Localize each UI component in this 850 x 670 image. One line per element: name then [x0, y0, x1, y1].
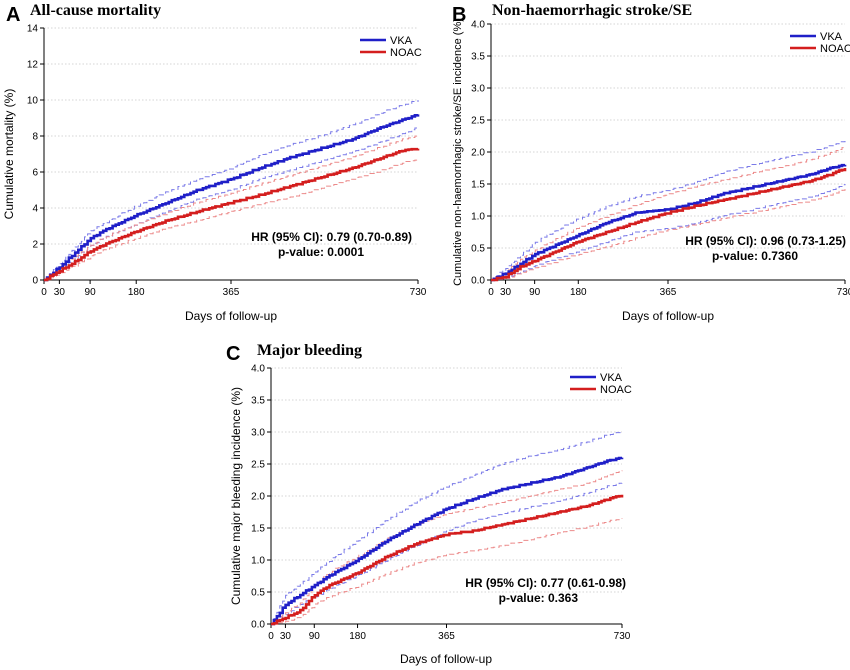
series-line-vka	[491, 163, 847, 282]
y-tick-label: 2.0	[251, 492, 265, 503]
y-tick-label: 3.5	[251, 396, 265, 407]
legend-label: VKA	[600, 372, 623, 384]
noac-ci-lower	[271, 518, 623, 625]
legend-label: NOAC	[600, 384, 632, 396]
x-tick-label: 30	[280, 631, 292, 642]
p-value-text: p-value: 0.7360	[712, 249, 798, 263]
y-tick-label: 14	[27, 24, 39, 35]
legend-label: NOAC	[820, 43, 850, 55]
y-tick-label: 0.5	[471, 244, 485, 255]
x-axis-label: Days of follow-up	[622, 309, 714, 323]
y-axis-label: Cumulative mortality (%)	[2, 89, 16, 220]
y-axis-label: Cumulative non-haemorrhagic stroke/SE in…	[452, 18, 464, 286]
x-tick-label: 730	[410, 287, 427, 298]
plot-area: 0.0 0.5 1.0 1.5 2.0 2.5 3.0 3.5 4.0 0 30 90 180 365 73…	[251, 364, 632, 643]
x-axis-label: Days of follow-up	[400, 652, 492, 666]
y-axis-label: Cumulative major bleeding incidence (%)	[229, 387, 243, 605]
x-tick-label: 180	[570, 287, 587, 298]
vka-ci-upper	[271, 432, 623, 625]
x-tick-label: 365	[660, 287, 677, 298]
y-tick-label: 1.5	[471, 180, 485, 191]
series-line-noac	[491, 168, 847, 282]
x-tick-label: 90	[529, 287, 541, 298]
x-tick-label: 730	[837, 287, 850, 298]
y-tick-label: 0.0	[471, 276, 485, 287]
x-tick-label: 30	[500, 287, 512, 298]
y-tick-label: 0	[32, 276, 38, 287]
series-line-noac	[271, 494, 624, 626]
plot-area: 0.0 0.5 1.0 1.5 2.0 2.5 3.0 3.5 4.0 0 30 90 180 365 73…	[471, 20, 850, 299]
x-tick-label: 0	[488, 287, 494, 298]
panel-letter: C	[226, 343, 240, 365]
x-tick-label: 90	[309, 631, 321, 642]
x-tick-label: 180	[128, 287, 145, 298]
y-tick-label: 1.0	[471, 212, 485, 223]
vka-ci-lower	[491, 184, 846, 281]
noac-ci-upper	[271, 470, 623, 625]
chart-title: Non-haemorrhagic stroke/SE	[492, 2, 692, 19]
x-axis-label: Days of follow-up	[185, 309, 277, 323]
x-tick-label: 730	[614, 631, 631, 642]
legend-label: VKA	[390, 35, 413, 47]
x-tick-label: 0	[41, 287, 47, 298]
y-tick-label: 3.0	[251, 428, 265, 439]
series-line-noac	[44, 147, 420, 282]
panel-c: C Major bleeding 0.0 0.5 1.0 1.5 2.0 2.5 3.0 3.…	[226, 342, 632, 666]
y-tick-label: 1.5	[251, 524, 265, 535]
y-tick-label: 2.5	[471, 116, 485, 127]
legend-label: NOAC	[390, 47, 422, 59]
y-tick-label: 8	[32, 132, 38, 143]
y-tick-label: 0.5	[251, 588, 265, 599]
x-tick-label: 365	[223, 287, 240, 298]
x-tick-label: 180	[349, 631, 366, 642]
noac-ci-upper	[491, 146, 846, 281]
y-tick-label: 3.0	[471, 84, 485, 95]
y-tick-label: 2.0	[471, 148, 485, 159]
y-tick-label: 4.0	[251, 364, 265, 375]
chart-title: All-cause mortality	[30, 2, 161, 19]
noac-ci-upper	[44, 135, 419, 281]
y-tick-label: 6	[32, 168, 38, 179]
x-tick-label: 0	[268, 631, 274, 642]
y-tick-label: 2	[32, 240, 38, 251]
y-tick-label: 3.5	[471, 52, 485, 63]
hazard-ratio-text: HR (95% CI): 0.77 (0.61-0.98)	[465, 576, 626, 590]
chart-title: Major bleeding	[257, 342, 362, 359]
noac-ci-lower	[491, 189, 846, 281]
vka-ci-lower	[44, 127, 419, 281]
panel-letter: A	[6, 4, 20, 26]
x-tick-label: 365	[438, 631, 455, 642]
y-tick-label: 12	[27, 60, 39, 71]
vka-ci-upper	[491, 140, 846, 281]
y-tick-label: 4.0	[471, 20, 485, 31]
y-tick-label: 1.0	[251, 556, 265, 567]
legend-label: VKA	[820, 31, 843, 43]
y-tick-label: 2.5	[251, 460, 265, 471]
p-value-text: p-value: 0.363	[499, 591, 579, 605]
y-tick-label: 0.0	[251, 620, 265, 631]
series-line-vka	[44, 114, 420, 282]
y-tick-label: 10	[27, 96, 39, 107]
panel-a: A All-cause mortality 0 2 4 6 8 10 12 14 0 30 90 18…	[2, 2, 427, 323]
series-line-vka	[271, 456, 624, 626]
y-tick-label: 4	[32, 204, 38, 215]
noac-ci-lower	[44, 159, 419, 281]
x-tick-label: 30	[54, 287, 66, 298]
p-value-text: p-value: 0.0001	[278, 245, 364, 259]
panel-b: B Non-haemorrhagic stroke/SE 0.0 0.5 1.0 1.…	[452, 2, 850, 323]
hazard-ratio-text: HR (95% CI): 0.79 (0.70-0.89)	[251, 230, 412, 244]
vka-ci-upper	[44, 100, 419, 281]
hazard-ratio-text: HR (95% CI): 0.96 (0.73-1.25)	[685, 234, 846, 248]
panel-letter: B	[452, 4, 466, 26]
x-tick-label: 90	[85, 287, 97, 298]
